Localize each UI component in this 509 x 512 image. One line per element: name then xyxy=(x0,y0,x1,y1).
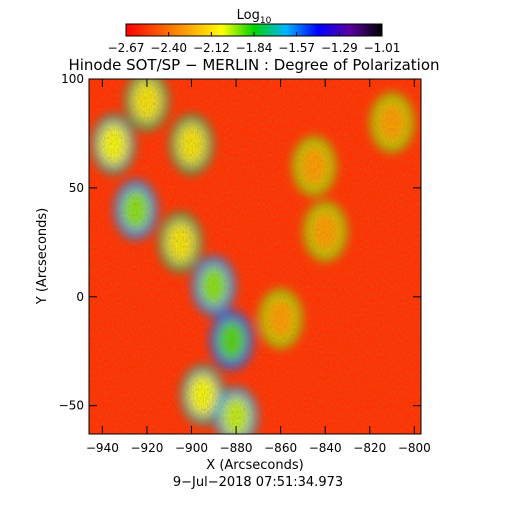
colorbar-title: Log10 xyxy=(237,8,272,26)
heatmap-speckle xyxy=(89,79,421,434)
x-axis-label: X (Arcseconds) xyxy=(206,458,303,473)
colorbar-tick-label: −2.67 xyxy=(108,41,145,55)
colorbar: Log10 −2.67 −2.40 −2.12 −1.84 −1.57 −1.29 −1.0… xyxy=(108,8,401,55)
y-tick-label: 0 xyxy=(76,290,84,304)
plot-frame xyxy=(88,78,422,435)
timestamp: 9−Jul−2018 07:51:34.973 xyxy=(173,475,343,490)
colorbar-gradient xyxy=(126,24,382,36)
heatmap-image xyxy=(89,79,421,434)
x-axis: −940 −920 −900 −880 −860 −840 −820 −800 xyxy=(86,79,431,455)
colorbar-ticks: −2.67 −2.40 −2.12 −1.84 −1.57 −1.29 −1.01 xyxy=(108,32,401,55)
colorbar-tick-label: −2.40 xyxy=(150,41,187,55)
colorbar-tick-label: −1.84 xyxy=(236,41,273,55)
x-tick-label: −820 xyxy=(353,441,386,455)
x-tick-label: −840 xyxy=(309,441,342,455)
x-tick-label: −940 xyxy=(86,441,119,455)
colorbar-tick-label: −1.01 xyxy=(364,41,401,55)
colorbar-tick-label: −2.12 xyxy=(193,41,230,55)
y-tick-label: 100 xyxy=(61,72,84,86)
x-tick-label: −800 xyxy=(398,441,431,455)
colorbar-tick-label: −1.29 xyxy=(321,41,358,55)
x-tick-label: −860 xyxy=(264,441,297,455)
x-tick-label: −920 xyxy=(130,441,163,455)
y-tick-label: 50 xyxy=(69,181,84,195)
colorbar-tick-label: −1.57 xyxy=(278,41,315,55)
y-axis-label: Y (Arcseconds) xyxy=(35,208,50,305)
y-axis: −50 0 50 100 xyxy=(59,72,421,413)
x-tick-label: −900 xyxy=(175,441,208,455)
chart-title: Hinode SOT/SP − MERLIN : Degree of Polar… xyxy=(68,56,439,74)
y-tick-label: −50 xyxy=(59,399,84,413)
x-tick-label: −880 xyxy=(220,441,253,455)
